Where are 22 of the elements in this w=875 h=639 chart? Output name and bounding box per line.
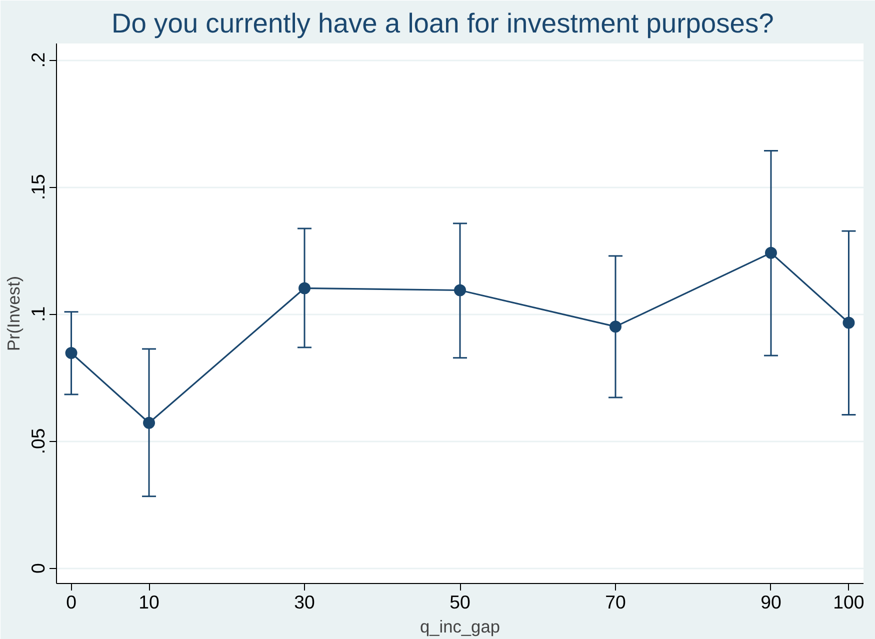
point bbox=[454, 284, 466, 296]
x-tick-label: 0 bbox=[66, 592, 76, 612]
x-axis-title: q_inc_gap bbox=[420, 616, 500, 636]
y-tick-label: 0 bbox=[28, 563, 48, 574]
y-tick-label: .05 bbox=[28, 428, 48, 454]
point bbox=[65, 347, 78, 360]
x-tick-label: 30 bbox=[294, 592, 315, 612]
x-tick-label: 50 bbox=[450, 592, 470, 612]
point bbox=[298, 282, 311, 294]
point bbox=[609, 320, 622, 333]
chart-title: Do you currently have a loan for investment purposes? bbox=[112, 8, 774, 38]
y-axis-title: Pr(Invest) bbox=[4, 276, 24, 352]
x-tick-label: 10 bbox=[138, 592, 160, 612]
point bbox=[143, 416, 156, 429]
point bbox=[764, 246, 777, 259]
y-tick-label: .2 bbox=[28, 52, 48, 68]
x-tick-label: 100 bbox=[833, 592, 864, 612]
x-tick-label: 70 bbox=[605, 592, 626, 612]
y-tick-label: .1 bbox=[28, 306, 48, 322]
point bbox=[842, 316, 855, 329]
x-tick-label: 90 bbox=[760, 592, 782, 612]
y-tick-label: .15 bbox=[28, 174, 48, 200]
